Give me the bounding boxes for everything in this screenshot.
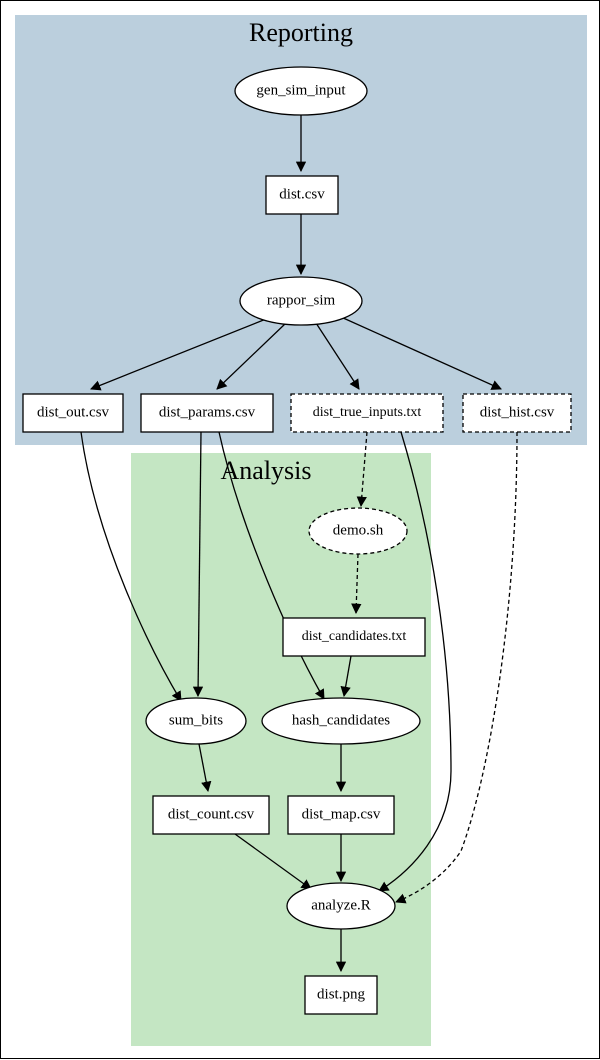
node-label-hash_candidates: hash_candidates — [292, 712, 390, 728]
node-gen_sim_input: gen_sim_input — [235, 67, 367, 115]
node-label-sum_bits: sum_bits — [169, 712, 223, 728]
node-hash_candidates: hash_candidates — [262, 698, 420, 744]
cluster-title-analysis: Analysis — [221, 456, 312, 485]
node-dist_params: dist_params.csv — [141, 394, 273, 432]
node-label-dist_candidates: dist_candidates.txt — [302, 629, 407, 644]
node-sum_bits: sum_bits — [146, 698, 246, 744]
node-dist_candidates: dist_candidates.txt — [283, 618, 425, 656]
node-analyze_R: analyze.R — [287, 883, 395, 929]
node-demo_sh: demo.sh — [309, 508, 407, 554]
node-label-demo_sh: demo.sh — [333, 522, 384, 538]
cluster-title-reporting: Reporting — [249, 18, 353, 47]
node-label-dist_out: dist_out.csv — [37, 404, 110, 420]
node-label-dist_map: dist_map.csv — [302, 806, 381, 822]
node-label-dist_hist: dist_hist.csv — [480, 404, 555, 420]
node-dist_out: dist_out.csv — [23, 394, 123, 432]
node-label-gen_sim_input: gen_sim_input — [256, 82, 346, 98]
node-dist_true: dist_true_inputs.txt — [291, 394, 443, 432]
diagram-svg: Reporting Analysis gen_sim_input dist.csv r… — [1, 1, 600, 1060]
node-dist_png: dist.png — [305, 976, 377, 1014]
node-dist_csv: dist.csv — [266, 176, 338, 214]
node-label-dist_true: dist_true_inputs.txt — [313, 405, 422, 420]
node-label-dist_params: dist_params.csv — [159, 404, 256, 420]
node-dist_hist: dist_hist.csv — [463, 394, 571, 432]
node-dist_count: dist_count.csv — [153, 796, 269, 834]
diagram-page: Reporting Analysis gen_sim_input dist.csv r… — [0, 0, 600, 1059]
node-label-rappor_sim: rappor_sim — [267, 292, 336, 308]
node-dist_map: dist_map.csv — [288, 796, 394, 834]
node-rappor_sim: rappor_sim — [240, 277, 362, 325]
node-label-dist_png: dist.png — [317, 986, 365, 1002]
node-label-dist_csv: dist.csv — [279, 186, 325, 202]
node-label-dist_count: dist_count.csv — [168, 806, 255, 822]
node-label-analyze_R: analyze.R — [311, 897, 371, 913]
